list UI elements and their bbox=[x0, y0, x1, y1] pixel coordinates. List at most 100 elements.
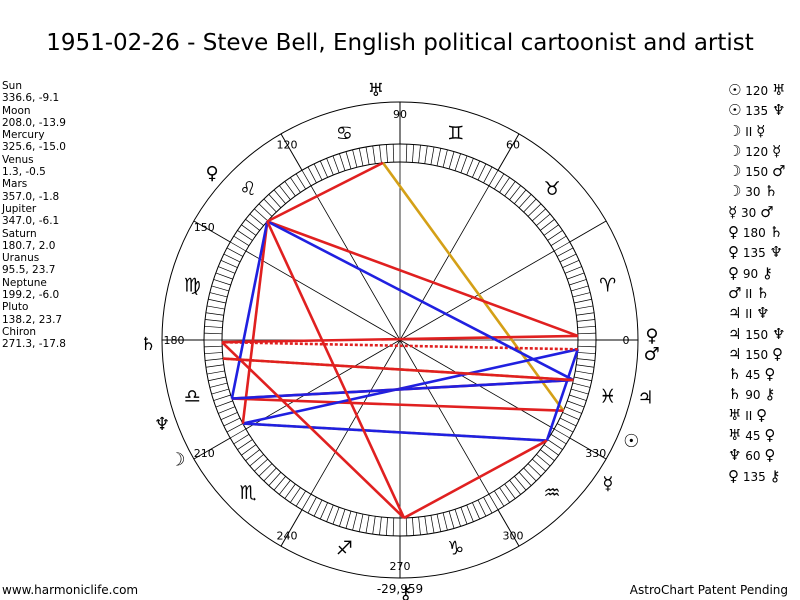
degree-tick bbox=[205, 319, 224, 322]
degree-tick bbox=[204, 332, 223, 335]
aspect-line bbox=[242, 348, 579, 425]
degree-tick bbox=[550, 235, 567, 246]
degree-tick bbox=[532, 458, 546, 472]
aspect-row: ♃ 150 ♆ bbox=[728, 324, 785, 344]
aspect-row: ♆ 60 ♀ bbox=[728, 445, 785, 465]
planet-name: Jupiter bbox=[2, 202, 37, 215]
sign-divider bbox=[193, 437, 231, 460]
house-spoke bbox=[399, 339, 490, 495]
degree-tick bbox=[249, 454, 264, 467]
aspect-angle: II bbox=[741, 307, 757, 322]
degree-tick bbox=[564, 406, 582, 414]
degree-tick bbox=[258, 463, 273, 477]
degree-tick bbox=[424, 145, 428, 164]
planet-name: Saturn bbox=[2, 227, 37, 240]
aspect-planet-1: ♆ bbox=[728, 446, 742, 465]
aspect-line bbox=[381, 162, 565, 412]
degree-tick bbox=[268, 194, 282, 208]
degree-tick bbox=[249, 213, 264, 226]
aspect-planet-1: ♅ bbox=[728, 426, 742, 445]
aspect-planet-2: ⚷ bbox=[761, 263, 773, 282]
aspect-angle: 135 bbox=[739, 469, 770, 484]
degree-tick bbox=[204, 345, 223, 348]
degree-tick bbox=[206, 370, 225, 375]
aspect-planet-1: ☽ bbox=[728, 182, 742, 201]
aspect-row: ☽ II ☿ bbox=[728, 121, 785, 141]
degree-tick bbox=[215, 272, 233, 280]
degree-tick bbox=[494, 490, 505, 507]
sign-divider bbox=[193, 220, 231, 243]
aspect-planet-1: ☽ bbox=[728, 141, 742, 160]
zodiac-sign-icon: ♐ bbox=[336, 538, 353, 560]
zodiac-sign-icon: ♊ bbox=[447, 122, 464, 144]
planet-value: 95.5, 23.7 bbox=[2, 264, 56, 277]
degree-tick bbox=[576, 364, 595, 368]
degree-tick bbox=[301, 493, 312, 510]
website-link[interactable]: www.harmoniclife.com bbox=[2, 583, 139, 597]
degree-tick bbox=[254, 458, 268, 472]
degree-tick bbox=[543, 444, 559, 456]
degree-tick bbox=[385, 517, 388, 536]
mars-icon: ♂ bbox=[644, 344, 660, 365]
aspect-angle: 180 bbox=[739, 226, 770, 241]
aspect-planet-1: ♃ bbox=[728, 324, 742, 343]
aspect-angle: 45 bbox=[741, 429, 765, 444]
degree-label: 180 bbox=[164, 334, 185, 347]
degree-tick bbox=[372, 145, 376, 164]
degree-tick bbox=[547, 230, 563, 241]
degree-tick bbox=[477, 163, 487, 181]
degree-tick bbox=[540, 219, 555, 231]
degree-tick bbox=[460, 507, 468, 525]
degree-tick bbox=[385, 144, 388, 163]
degree-tick bbox=[254, 208, 268, 222]
aspect-planet-2: ♅ bbox=[772, 81, 786, 99]
uranus-icon: ♅ bbox=[368, 80, 384, 101]
degree-tick bbox=[245, 219, 260, 231]
degree-tick bbox=[575, 370, 594, 375]
aspect-line bbox=[221, 340, 578, 351]
aspect-angle: II bbox=[741, 124, 757, 139]
aspect-row: ♄ 90 ⚷ bbox=[728, 384, 785, 404]
aspect-planet-2: ♀ bbox=[772, 344, 783, 363]
aspect-planet-1: ☉ bbox=[728, 101, 742, 120]
degree-tick bbox=[576, 319, 595, 322]
aspect-angle: 135 bbox=[741, 104, 772, 119]
degree-tick bbox=[326, 504, 334, 522]
degree-tick bbox=[418, 145, 421, 164]
degree-tick bbox=[268, 472, 282, 486]
planet-name: Neptune bbox=[2, 276, 47, 289]
aspect-angle: 45 bbox=[741, 368, 765, 383]
pluto-icon: ♀ bbox=[206, 163, 219, 184]
degree-tick bbox=[226, 247, 243, 257]
degree-tick bbox=[241, 444, 257, 456]
planet-value: 208.0, -13.9 bbox=[2, 116, 66, 129]
zodiac-sign-icon: ♑ bbox=[447, 538, 464, 560]
planet-value: 180.7, 2.0 bbox=[2, 239, 56, 252]
degree-tick bbox=[477, 499, 487, 517]
center-value: -29,959 bbox=[377, 582, 423, 596]
aspect-row: ☽ 120 ☿ bbox=[728, 141, 785, 161]
aspect-planet-1: ☿ bbox=[728, 202, 738, 221]
aspect-planet-1: ♅ bbox=[728, 405, 742, 424]
degree-tick bbox=[226, 423, 243, 433]
degree-tick bbox=[557, 247, 574, 257]
planet-name: Chiron bbox=[2, 325, 37, 338]
degree-tick bbox=[430, 515, 435, 534]
house-spoke bbox=[310, 185, 401, 341]
aspect-row: ☽ 150 ♂ bbox=[728, 161, 785, 181]
zodiac-sign-icon: ♉ bbox=[544, 178, 561, 200]
aspect-line bbox=[221, 341, 405, 519]
aspect-planet-1: ♀ bbox=[728, 263, 739, 282]
zodiac-sign-icon: ♓ bbox=[599, 386, 616, 408]
degree-tick bbox=[284, 181, 296, 197]
degree-label: 210 bbox=[194, 447, 215, 460]
degree-tick bbox=[532, 208, 546, 222]
degree-tick bbox=[567, 272, 585, 280]
zodiac-sign-icon: ♌ bbox=[239, 178, 256, 200]
planet-value: 1.3, -0.5 bbox=[2, 166, 46, 179]
aspect-planet-2: ♄ bbox=[764, 182, 778, 201]
degree-tick bbox=[263, 198, 277, 213]
zodiac-sign-icon: ♏ bbox=[239, 482, 256, 504]
degree-tick bbox=[205, 364, 224, 368]
degree-tick bbox=[454, 153, 461, 171]
